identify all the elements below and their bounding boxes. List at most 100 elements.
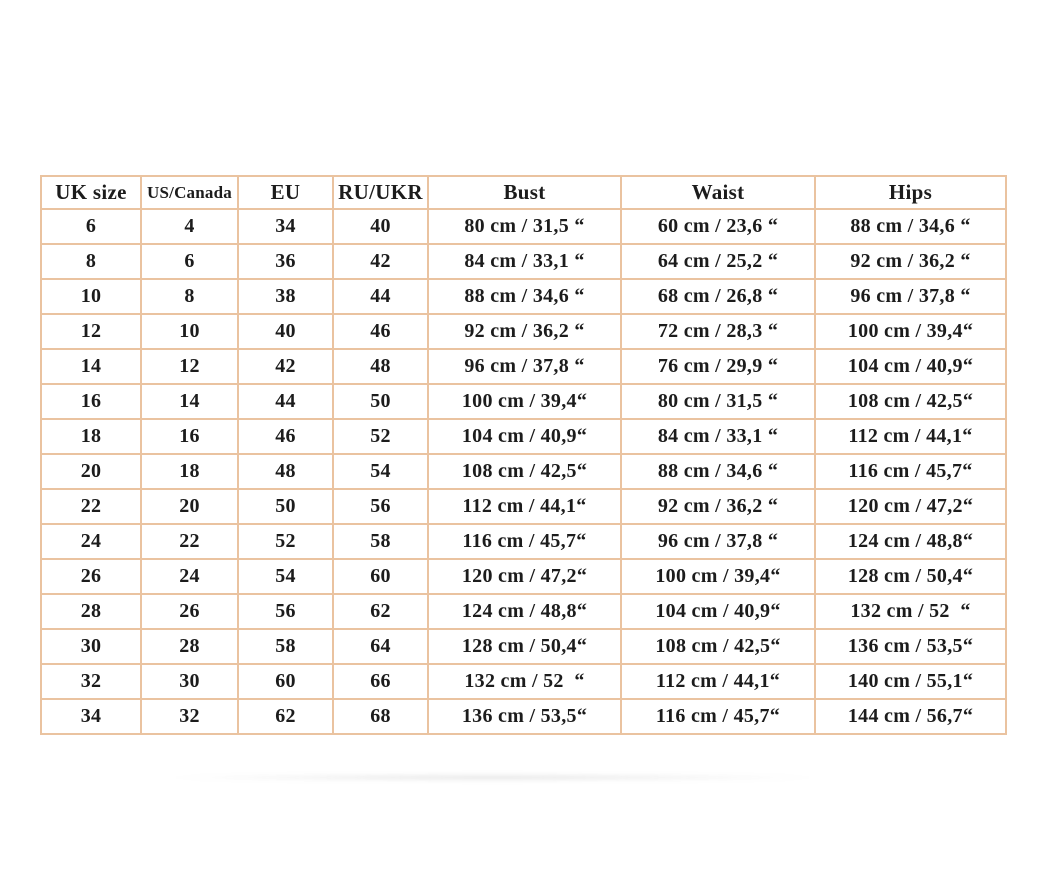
cell-hips: 144 cm / 56,7“ — [814, 698, 1007, 735]
column-header-uk-size: UK size — [40, 175, 142, 210]
table-row: 14 12 42 48 96 cm / 37,8 “76 cm / 29,9 “104 … — [40, 348, 1007, 385]
cell-us-canada: 8 — [140, 278, 239, 315]
cell-ru-ukr: 54 — [332, 453, 429, 490]
cell-ru-ukr: 68 — [332, 698, 429, 735]
cell-ru-ukr: 64 — [332, 628, 429, 665]
cell-uk-size: 32 — [40, 663, 142, 700]
cell-hips: 88 cm / 34,6 “ — [814, 208, 1007, 245]
table-row: 28 26 56 62 124 cm / 48,8“ 104 cm / 40,9“ 132 … — [40, 593, 1007, 630]
cell-ru-ukr: 56 — [332, 488, 429, 525]
cell-hips: 136 cm / 53,5“ — [814, 628, 1007, 665]
cell-uk-size: 14 — [40, 348, 142, 385]
cell-us-canada: 32 — [140, 698, 239, 735]
table-row: 12 10 40 46 92 cm / 36,2 “72 cm / 28,3 “100 … — [40, 313, 1007, 350]
cell-ru-ukr: 58 — [332, 523, 429, 560]
cell-uk-size: 24 — [40, 523, 142, 560]
cell-bust: 100 cm / 39,4“ — [427, 383, 622, 420]
cell-hips: 92 cm / 36,2 “ — [814, 243, 1007, 280]
cell-eu: 42 — [237, 348, 334, 385]
table-row: 20 18 48 54 108 cm / 42,5“ 88 cm / 34,6 “116 … — [40, 453, 1007, 490]
cell-eu: 36 — [237, 243, 334, 280]
cell-ru-ukr: 52 — [332, 418, 429, 455]
cell-uk-size: 26 — [40, 558, 142, 595]
table-row: 6 4 34 40 80 cm / 31,5 “60 cm / 23,6 “88 cm … — [40, 208, 1007, 245]
cell-us-canada: 20 — [140, 488, 239, 525]
cell-bust: 112 cm / 44,1“ — [427, 488, 622, 525]
column-header-eu: EU — [237, 175, 334, 210]
cell-eu: 38 — [237, 278, 334, 315]
table-row: 16 14 44 50 100 cm / 39,4“ 80 cm / 31,5 “108 … — [40, 383, 1007, 420]
cell-us-canada: 12 — [140, 348, 239, 385]
cell-us-canada: 18 — [140, 453, 239, 490]
cell-waist: 72 cm / 28,3 “ — [620, 313, 816, 350]
table-row: 24 22 52 58 116 cm / 45,7“ 96 cm / 37,8 “124 … — [40, 523, 1007, 560]
cell-eu: 44 — [237, 383, 334, 420]
cell-waist: 104 cm / 40,9“ — [620, 593, 816, 630]
cell-waist: 96 cm / 37,8 “ — [620, 523, 816, 560]
table-row: 30 28 58 64 128 cm / 50,4“ 108 cm / 42,5“ 136 … — [40, 628, 1007, 665]
cell-hips: 104 cm / 40,9“ — [814, 348, 1007, 385]
cell-uk-size: 8 — [40, 243, 142, 280]
cell-bust: 136 cm / 53,5“ — [427, 698, 622, 735]
cell-eu: 50 — [237, 488, 334, 525]
cell-uk-size: 34 — [40, 698, 142, 735]
cell-eu: 34 — [237, 208, 334, 245]
cell-eu: 62 — [237, 698, 334, 735]
cell-hips: 112 cm / 44,1“ — [814, 418, 1007, 455]
cell-uk-size: 6 — [40, 208, 142, 245]
cell-eu: 48 — [237, 453, 334, 490]
cell-waist: 68 cm / 26,8 “ — [620, 278, 816, 315]
table-shadow — [55, 773, 930, 782]
cell-bust: 124 cm / 48,8“ — [427, 593, 622, 630]
cell-ru-ukr: 40 — [332, 208, 429, 245]
cell-uk-size: 18 — [40, 418, 142, 455]
cell-uk-size: 10 — [40, 278, 142, 315]
cell-us-canada: 14 — [140, 383, 239, 420]
table-row: 26 24 54 60 120 cm / 47,2“ 100 cm / 39,4“ 128 … — [40, 558, 1007, 595]
cell-waist: 64 cm / 25,2 “ — [620, 243, 816, 280]
cell-us-canada: 6 — [140, 243, 239, 280]
cell-bust: 84 cm / 33,1 “ — [427, 243, 622, 280]
cell-ru-ukr: 60 — [332, 558, 429, 595]
cell-waist: 108 cm / 42,5“ — [620, 628, 816, 665]
cell-hips: 132 cm / 52 “ — [814, 593, 1007, 630]
table-row: 32 30 60 66 132 cm / 52 “112 cm / 44,1“ 140 c… — [40, 663, 1007, 700]
cell-bust: 120 cm / 47,2“ — [427, 558, 622, 595]
cell-hips: 116 cm / 45,7“ — [814, 453, 1007, 490]
cell-ru-ukr: 42 — [332, 243, 429, 280]
cell-uk-size: 20 — [40, 453, 142, 490]
cell-uk-size: 28 — [40, 593, 142, 630]
cell-waist: 80 cm / 31,5 “ — [620, 383, 816, 420]
cell-eu: 46 — [237, 418, 334, 455]
cell-waist: 88 cm / 34,6 “ — [620, 453, 816, 490]
table-row: 8 6 36 42 84 cm / 33,1 “64 cm / 25,2 “92 cm … — [40, 243, 1007, 280]
cell-uk-size: 30 — [40, 628, 142, 665]
cell-hips: 128 cm / 50,4“ — [814, 558, 1007, 595]
cell-waist: 76 cm / 29,9 “ — [620, 348, 816, 385]
cell-waist: 100 cm / 39,4“ — [620, 558, 816, 595]
cell-us-canada: 4 — [140, 208, 239, 245]
cell-bust: 96 cm / 37,8 “ — [427, 348, 622, 385]
cell-bust: 108 cm / 42,5“ — [427, 453, 622, 490]
cell-uk-size: 22 — [40, 488, 142, 525]
cell-waist: 92 cm / 36,2 “ — [620, 488, 816, 525]
cell-eu: 40 — [237, 313, 334, 350]
table-row: 18 16 46 52 104 cm / 40,9“ 84 cm / 33,1 “112 … — [40, 418, 1007, 455]
column-header-us-canada: US/Canada — [140, 175, 239, 210]
cell-waist: 112 cm / 44,1“ — [620, 663, 816, 700]
cell-hips: 140 cm / 55,1“ — [814, 663, 1007, 700]
table-row: 10 8 38 44 88 cm / 34,6 “68 cm / 26,8 “96 cm… — [40, 278, 1007, 315]
cell-us-canada: 30 — [140, 663, 239, 700]
column-header-ru-ukr: RU/UKR — [332, 175, 429, 210]
cell-eu: 54 — [237, 558, 334, 595]
cell-ru-ukr: 46 — [332, 313, 429, 350]
cell-bust: 104 cm / 40,9“ — [427, 418, 622, 455]
column-header-bust: Bust — [427, 175, 622, 210]
cell-us-canada: 10 — [140, 313, 239, 350]
cell-uk-size: 12 — [40, 313, 142, 350]
cell-bust: 88 cm / 34,6 “ — [427, 278, 622, 315]
cell-bust: 92 cm / 36,2 “ — [427, 313, 622, 350]
cell-hips: 120 cm / 47,2“ — [814, 488, 1007, 525]
cell-ru-ukr: 62 — [332, 593, 429, 630]
cell-ru-ukr: 48 — [332, 348, 429, 385]
